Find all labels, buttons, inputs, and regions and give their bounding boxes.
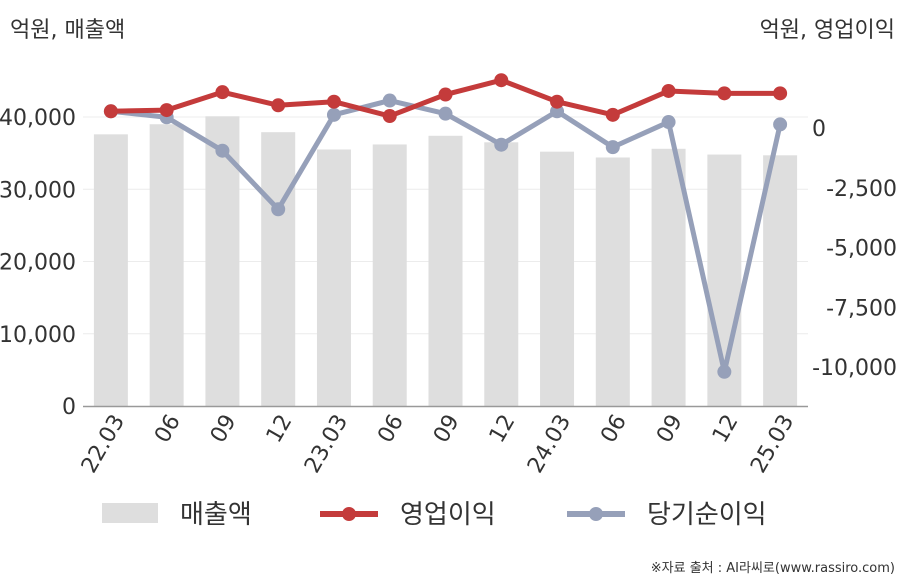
- point-net-income: [326, 107, 341, 122]
- point-operating-profit: [215, 85, 230, 100]
- point-net-income: [773, 117, 788, 132]
- x-tick-label: 12: [485, 411, 521, 448]
- legend-label-operating-profit: 영업이익: [400, 500, 496, 530]
- x-tick-label: 23.03: [300, 411, 353, 478]
- bar-revenue: [484, 142, 519, 406]
- bar-revenue: [428, 135, 463, 406]
- x-tick-label: 25.03: [746, 411, 799, 478]
- point-operating-profit: [326, 94, 341, 109]
- bar-revenue: [763, 155, 798, 406]
- point-net-income: [382, 93, 397, 108]
- left-axis-ticks: 0 10,000 20,000 30,000 40,000: [0, 106, 76, 420]
- right-axis-unit-label: 억원, 영업이익: [760, 18, 895, 43]
- bar-revenue: [372, 144, 407, 406]
- x-tick-label: 06: [150, 411, 186, 448]
- point-net-income: [215, 143, 230, 158]
- right-tick-label: -5,000: [826, 237, 897, 262]
- point-operating-profit: [605, 107, 620, 122]
- bar-revenue: [651, 148, 686, 407]
- point-operating-profit: [438, 87, 453, 102]
- legend: 매출액 영업이익 당기순이익: [102, 500, 767, 530]
- left-tick-label: 40,000: [0, 106, 76, 131]
- point-operating-profit: [494, 73, 509, 88]
- point-net-income: [438, 106, 453, 121]
- line-series: [103, 73, 788, 379]
- point-operating-profit: [661, 83, 676, 98]
- right-tick-label: -2,500: [826, 177, 897, 202]
- point-operating-profit: [103, 104, 118, 119]
- point-net-income: [717, 364, 732, 379]
- bar-revenue: [93, 134, 128, 406]
- bar-revenue: [261, 132, 296, 407]
- x-tick-label: 09: [206, 411, 242, 448]
- bar-revenue: [595, 157, 630, 406]
- left-tick-label: 30,000: [0, 178, 76, 203]
- legend-swatch-revenue: [102, 503, 158, 523]
- point-operating-profit: [550, 94, 565, 109]
- point-net-income: [271, 202, 286, 217]
- x-axis-ticks: 22.03 06 09 12 23.03 06 09 12 24.03 06 09 12 25.03: [77, 411, 799, 478]
- source-note: ※자료 출처 : AI라씨로(www.rassiro.com): [651, 561, 895, 576]
- point-operating-profit: [773, 86, 788, 101]
- left-tick-label: 20,000: [0, 251, 76, 276]
- legend-marker-operating-profit: [342, 507, 356, 521]
- x-tick-label: 12: [708, 411, 744, 448]
- bar-revenue: [316, 149, 351, 406]
- point-net-income: [494, 137, 509, 152]
- bar-revenue: [149, 124, 184, 406]
- x-tick-label: 12: [262, 411, 298, 448]
- right-tick-label: -7,500: [826, 296, 897, 321]
- x-tick-label: 09: [652, 411, 688, 448]
- point-net-income: [661, 115, 676, 130]
- bar-revenue: [540, 151, 575, 406]
- point-operating-profit: [159, 103, 174, 118]
- point-operating-profit: [717, 86, 732, 101]
- left-axis-unit-label: 억원, 매출액: [10, 18, 125, 43]
- x-tick-label: 24.03: [523, 411, 576, 478]
- right-axis-ticks: 0 -2,500 -5,000 -7,500 -10,000: [812, 117, 897, 381]
- left-tick-label: 0: [62, 395, 76, 420]
- x-tick-label: 09: [429, 411, 465, 448]
- point-operating-profit: [271, 98, 286, 113]
- left-tick-label: 10,000: [0, 323, 76, 348]
- x-tick-label: 06: [373, 411, 409, 448]
- legend-label-net-income: 당기순이익: [647, 500, 767, 530]
- right-tick-label: 0: [812, 117, 826, 142]
- point-net-income: [605, 140, 620, 155]
- point-operating-profit: [382, 109, 397, 124]
- x-tick-label: 06: [596, 411, 632, 448]
- legend-marker-net-income: [589, 507, 603, 521]
- right-tick-label: -10,000: [812, 356, 897, 381]
- x-tick-label: 22.03: [77, 411, 130, 478]
- legend-label-revenue: 매출액: [180, 500, 252, 530]
